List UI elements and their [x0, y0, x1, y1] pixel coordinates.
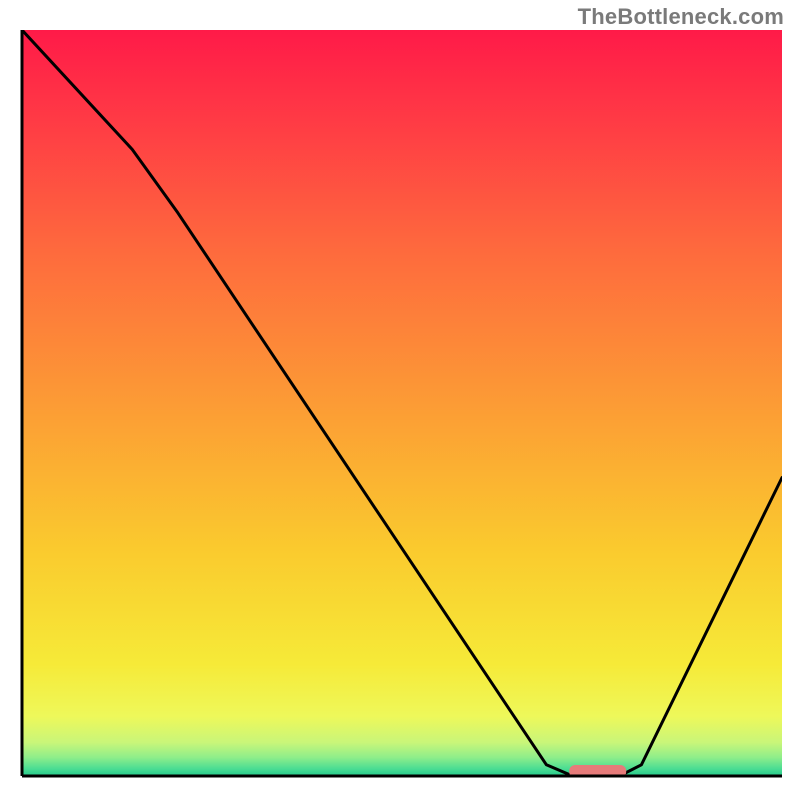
watermark-text: TheBottleneck.com	[578, 4, 784, 30]
chart-frame: TheBottleneck.com	[0, 0, 800, 800]
bottleneck-chart	[0, 0, 800, 800]
gradient-background	[22, 30, 782, 776]
